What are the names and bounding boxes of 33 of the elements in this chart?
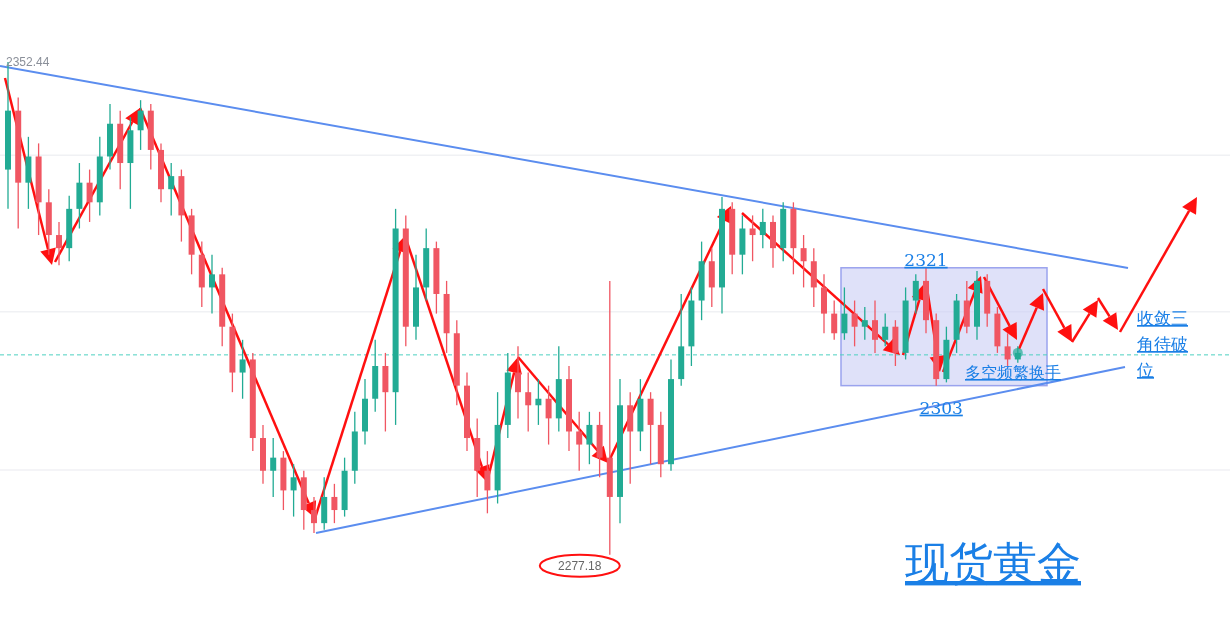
candlestick: [137, 99, 144, 151]
candlestick: [912, 273, 919, 315]
text: 现货黄金: [905, 537, 1081, 588]
candlestick: [749, 214, 756, 262]
candlestick: [86, 168, 93, 223]
candlestick: [535, 378, 542, 426]
candlestick: [525, 371, 532, 433]
candlestick: [56, 221, 62, 266]
annotation: 2352.44: [6, 54, 50, 69]
candlestick: [576, 411, 583, 472]
candlestick: [882, 312, 889, 348]
candlestick: [311, 496, 317, 534]
candlestick: [209, 254, 215, 315]
candlestick: [515, 345, 521, 420]
candlestick: [331, 483, 338, 524]
candlestick: [759, 208, 766, 249]
candlestick: [239, 339, 246, 400]
candlestick: [861, 306, 868, 341]
candlestick: [800, 234, 807, 289]
candlestick: [872, 299, 878, 354]
candlestick: [1004, 332, 1011, 367]
annotation: 2277.18: [558, 558, 602, 573]
annotation: 多空频繁换手: [965, 363, 1061, 382]
candlestick: [851, 299, 858, 348]
candlestick: [545, 384, 552, 446]
candlestick: [831, 299, 838, 341]
candlestick: [484, 450, 491, 514]
candlestick: [841, 286, 848, 341]
annotation: 2321: [904, 249, 948, 270]
candlestick: [290, 463, 297, 518]
candlestick: [168, 162, 175, 217]
candlestick: [586, 411, 593, 465]
candlestick: [270, 437, 277, 498]
